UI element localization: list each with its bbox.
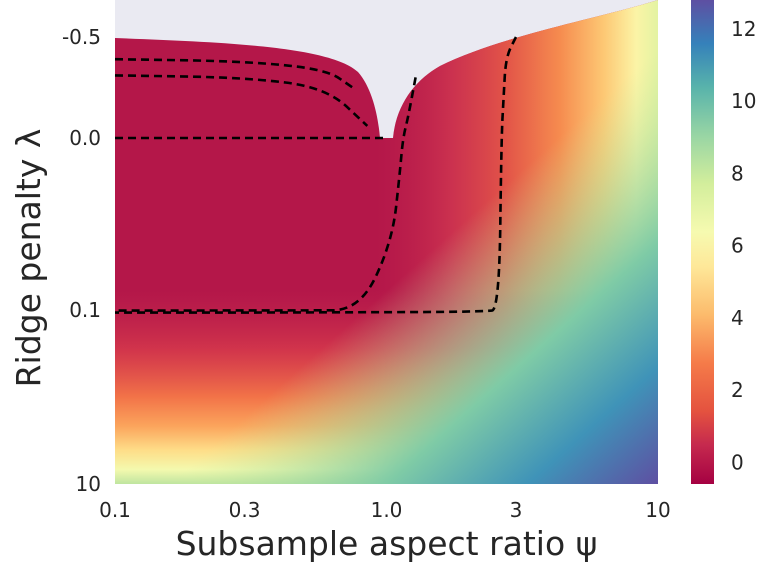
colorbar-tick-label: 2 <box>731 378 744 402</box>
x-axis-ticks: 0.1 0.3 1.0 3 10 <box>99 498 671 522</box>
y-axis-label: Ridge penalty λ <box>9 129 48 388</box>
contour-line-4 <box>114 77 417 312</box>
y-tick-label: 0.1 <box>69 298 101 322</box>
plot-area <box>114 0 658 484</box>
y-tick-label: -0.5 <box>62 25 101 49</box>
x-axis-label: Subsample aspect ratio ψ <box>176 524 598 563</box>
y-tick-label: 0.0 <box>69 126 101 150</box>
contour-lines <box>114 36 518 314</box>
colorbar-gradient-bar <box>691 0 714 484</box>
colorbar-tick-label: 12 <box>731 17 756 41</box>
y-axis-ticks: -0.5 0.0 0.1 10 <box>62 25 101 496</box>
colorbar-tick-label: 0 <box>731 450 744 474</box>
colorbar-ticks: 0 2 4 6 8 10 12 <box>731 17 756 474</box>
colorbar-tick-label: 10 <box>731 89 756 113</box>
x-tick-label: 3 <box>510 498 523 522</box>
x-tick-label: 10 <box>645 498 670 522</box>
x-tick-label: 1.0 <box>371 498 403 522</box>
colorbar-tick-label: 4 <box>731 306 744 330</box>
y-tick-label: 10 <box>76 472 101 496</box>
contour-line-5 <box>115 36 518 314</box>
x-tick-label: 0.3 <box>229 498 261 522</box>
x-tick-label: 0.1 <box>99 498 131 522</box>
colorbar-tick-label: 6 <box>731 234 744 258</box>
contour-line-2 <box>114 74 369 127</box>
colorbar-tick-label: 8 <box>731 161 744 185</box>
colorbar: 0 2 4 6 8 10 12 <box>691 0 756 484</box>
